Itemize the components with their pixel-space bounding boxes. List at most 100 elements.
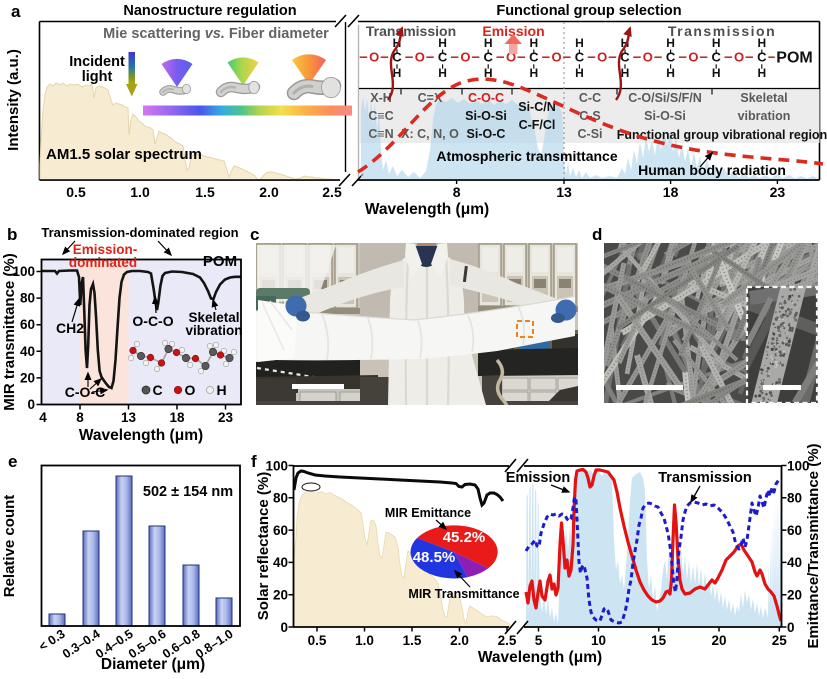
svg-text:b: b [7,225,17,244]
svg-text:f: f [251,452,257,471]
svg-text:23: 23 [770,184,786,200]
svg-text:O: O [688,50,698,65]
svg-text:O: O [460,50,470,65]
svg-text:H: H [666,66,675,80]
svg-text:1.0: 1.0 [355,633,374,648]
svg-text:H: H [529,36,538,50]
svg-text:80: 80 [787,491,802,506]
svg-text:2.5: 2.5 [498,633,517,648]
svg-text:C: C [438,50,448,65]
svg-text:80: 80 [20,291,35,306]
svg-text:O: O [734,50,744,65]
svg-text:2.0: 2.0 [259,184,279,200]
svg-text:60: 60 [273,523,288,538]
svg-text:e: e [8,452,17,471]
svg-text:100: 100 [265,458,288,473]
svg-text:POM: POM [776,50,812,67]
svg-text:H: H [757,66,766,80]
svg-text:H: H [393,36,402,50]
svg-text:O: O [369,50,379,65]
svg-text:25: 25 [772,633,788,648]
svg-text:MIR Transmittance: MIR Transmittance [408,587,519,601]
svg-text:48.5%: 48.5% [413,549,456,566]
svg-text:C: C [529,50,539,65]
svg-text:Diameter (μm): Diameter (μm) [101,656,205,673]
svg-text:8: 8 [76,410,84,425]
svg-text:d: d [592,225,602,244]
svg-text:H: H [438,66,447,80]
svg-text:20: 20 [711,633,726,648]
svg-text:H: H [393,66,402,80]
svg-text:23: 23 [218,410,234,425]
svg-text:C-O/Si/S/F/N: C-O/Si/S/F/N [628,91,702,105]
svg-text:O: O [597,50,607,65]
svg-text:X: C, N, O: X: C, N, O [401,127,459,141]
svg-text:C: C [712,50,722,65]
svg-text:Si-O-Si: Si-O-Si [465,109,507,123]
svg-text:Incident: Incident [69,54,125,70]
svg-text:Atmospheric transmittance: Atmospheric transmittance [436,148,617,164]
svg-text:C: C [392,50,402,65]
svg-text:C-Si: C-Si [578,127,603,141]
svg-text:H: H [621,36,630,50]
svg-text:13: 13 [121,410,137,425]
svg-text:H: H [712,36,721,50]
svg-text:O: O [552,50,562,65]
svg-text:Si-O-C: Si-O-C [467,127,506,141]
svg-text:Emission-: Emission- [73,242,138,257]
svg-text:Si-O-Si: Si-O-Si [644,109,686,123]
svg-text:Emission: Emission [482,23,544,39]
svg-text:H: H [529,66,538,80]
svg-text:Transmission: Transmission [366,23,456,39]
svg-text:C≡C: C≡C [368,109,393,123]
svg-text:Relative count: Relative count [1,495,18,598]
svg-text:X-H: X-H [370,91,392,105]
svg-text:0.5: 0.5 [308,633,327,648]
svg-text:80: 80 [273,491,288,506]
svg-text:Intensity (a.u.): Intensity (a.u.) [5,49,22,151]
svg-text:H: H [484,66,493,80]
svg-text:C-O-C: C-O-C [65,384,105,400]
svg-text:c: c [250,225,259,244]
svg-text:Wavelength (μm): Wavelength (μm) [79,427,203,444]
svg-text:light: light [82,69,113,85]
svg-text:5: 5 [535,633,543,648]
svg-text:Functional group selection: Functional group selection [496,3,681,19]
svg-text:40: 40 [273,555,288,570]
svg-text:100: 100 [12,264,35,279]
svg-text:Transmission: Transmission [668,23,776,39]
svg-text:C: C [757,50,767,65]
svg-text:C: C [575,50,585,65]
svg-text:0: 0 [787,620,795,635]
svg-text:Human body radiation: Human body radiation [638,162,786,178]
svg-text:C≡N: C≡N [368,127,393,141]
svg-text:O: O [415,50,425,65]
svg-text:Emission: Emission [506,470,570,486]
svg-text:C: C [620,50,630,65]
svg-text:60: 60 [20,317,35,332]
svg-text:Skeletal: Skeletal [188,310,239,325]
svg-text:Solar reflectance (%): Solar reflectance (%) [255,472,272,620]
svg-text:20: 20 [787,588,802,603]
svg-text:POM: POM [203,253,237,270]
svg-text:O: O [185,382,196,398]
svg-text:Emittance/Transmittance (%): Emittance/Transmittance (%) [805,443,822,648]
svg-text:H: H [484,36,493,50]
svg-text:MIR Emittance: MIR Emittance [385,506,471,520]
svg-text:Wavelength (μm): Wavelength (μm) [478,649,602,666]
svg-text:H: H [666,36,675,50]
svg-text:C-C: C-C [579,91,601,105]
svg-text:H: H [621,66,630,80]
svg-text:C: C [666,50,676,65]
svg-text:Functional group vibrational r: Functional group vibrational region [617,128,827,142]
svg-text:2.5: 2.5 [322,184,342,200]
svg-text:Transmission: Transmission [658,470,751,486]
svg-text:40: 40 [20,344,35,359]
svg-text:C-S: C-S [579,109,601,123]
svg-text:vibration: vibration [738,109,791,123]
svg-text:C=X: C=X [418,91,443,105]
svg-text:AM1.5 solar spectrum: AM1.5 solar spectrum [46,146,202,163]
svg-text:502 ± 154 nm: 502 ± 154 nm [143,484,233,500]
svg-text:O-C-O: O-C-O [132,313,173,329]
svg-text:Skeletal: Skeletal [740,91,787,105]
